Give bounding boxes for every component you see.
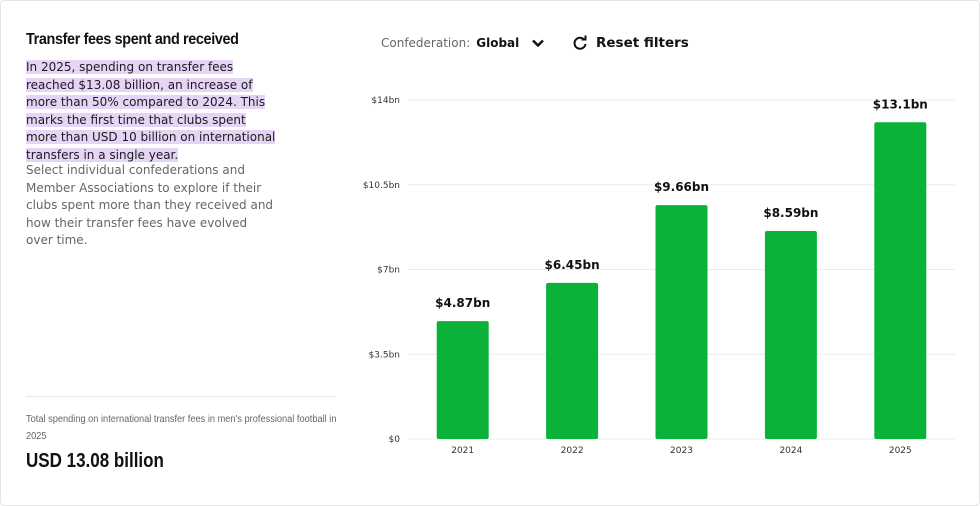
chevron-down-icon (532, 39, 545, 48)
bar-2024[interactable] (764, 230, 817, 439)
data-label: $8.59bn (763, 206, 818, 220)
reset-filters-button[interactable]: Reset filters (572, 35, 689, 51)
bar-2023[interactable] (655, 205, 708, 439)
confederation-label: Confederation: (381, 36, 471, 50)
x-tick-label: 2024 (779, 446, 802, 456)
confederation-dropdown[interactable]: Confederation: Global (381, 36, 545, 50)
y-tick-label: $3.5bn (369, 350, 400, 360)
data-label: $4.87bn (435, 296, 490, 310)
y-tick-label: $10.5bn (363, 181, 400, 191)
x-tick-label: 2022 (561, 446, 584, 456)
bar-2022[interactable] (546, 282, 599, 439)
y-tick-label: $14bn (371, 96, 400, 106)
description: Select individual confederations and Mem… (26, 163, 274, 247)
x-tick-label: 2025 (889, 446, 912, 456)
page-title: Transfer fees spent and received (26, 31, 239, 48)
x-tick-label: 2021 (451, 446, 474, 456)
highlight-text: In 2025, spending on transfer fees reach… (26, 59, 276, 164)
divider (26, 396, 336, 397)
refresh-icon (573, 35, 587, 50)
bar-2025[interactable] (874, 122, 927, 439)
y-tick-label: $7bn (377, 266, 400, 276)
data-label: $13.1bn (873, 97, 928, 111)
total-value: USD 13.08 billion (26, 450, 164, 472)
y-tick-label: $0 (389, 435, 401, 445)
reset-filters-label: Reset filters (596, 35, 689, 51)
data-label: $6.45bn (545, 258, 600, 272)
data-label: $9.66bn (654, 180, 709, 194)
x-tick-label: 2023 (670, 446, 693, 456)
total-note: Total spending on international transfer… (26, 413, 337, 442)
bar-2021[interactable] (436, 321, 489, 439)
confederation-value: Global (476, 36, 520, 50)
